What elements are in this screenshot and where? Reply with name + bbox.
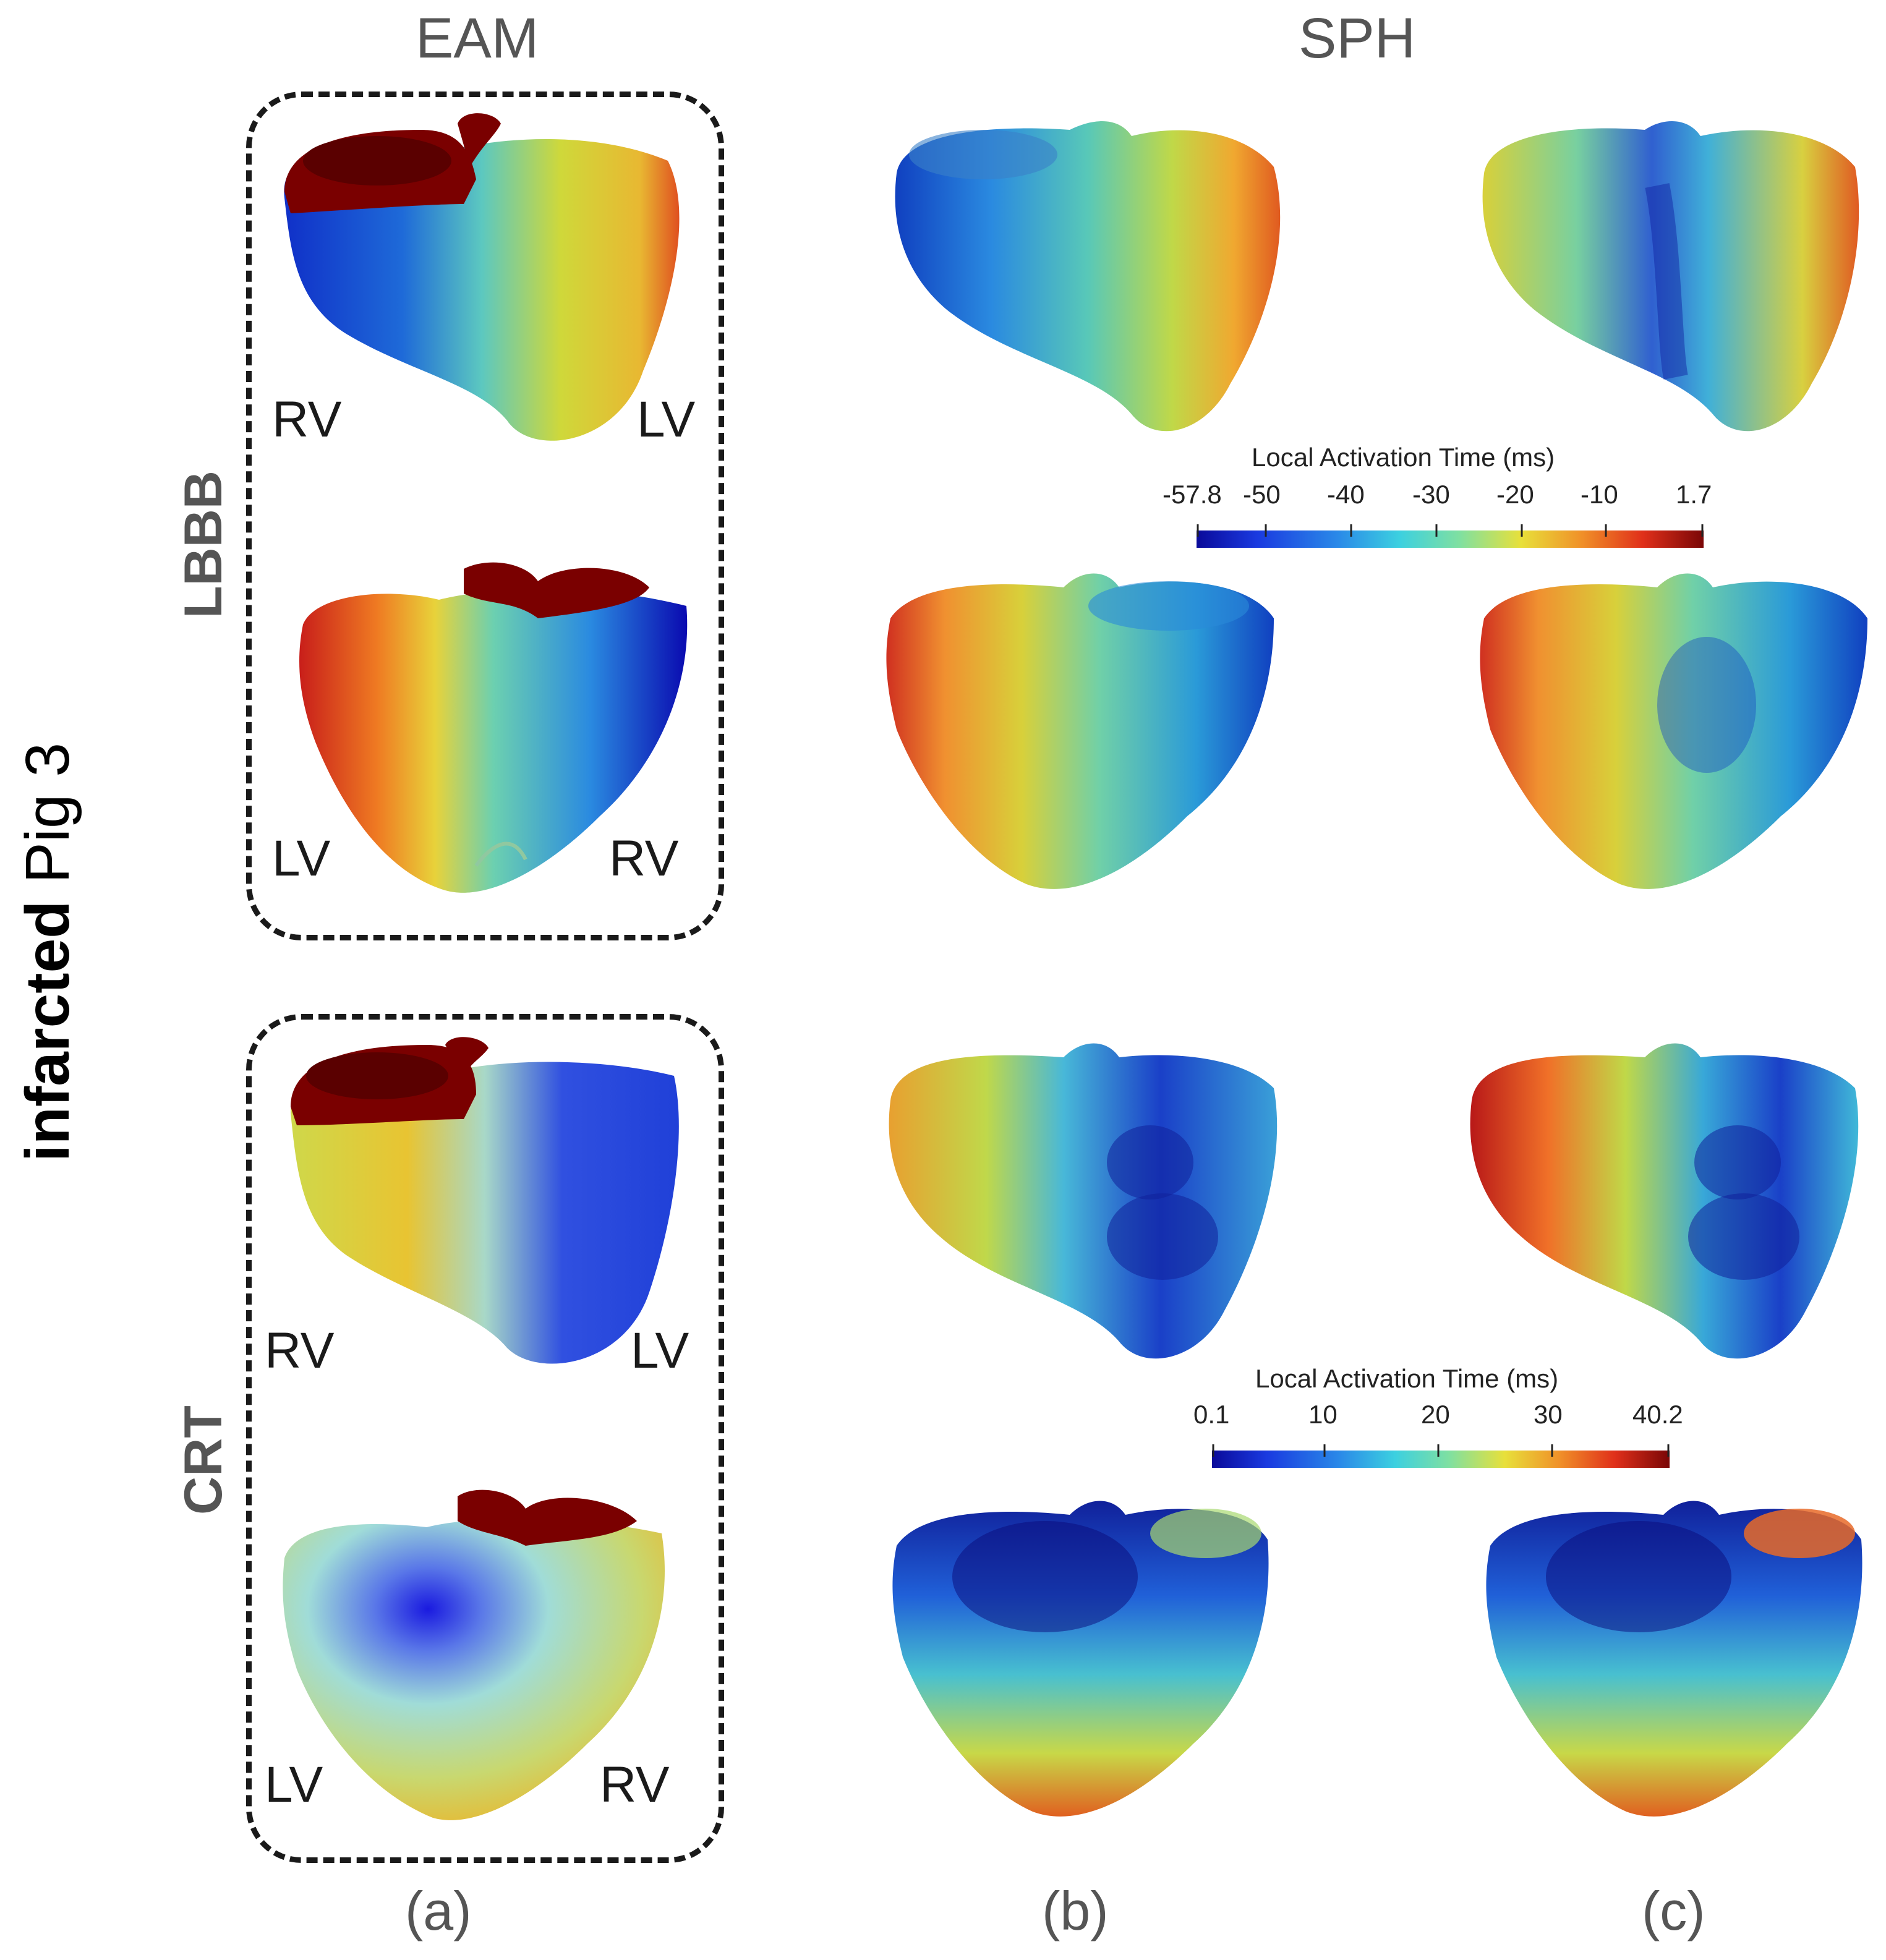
lbbb-bottom-left-chamber: LV bbox=[272, 830, 331, 887]
crt-tick-4: 40.2 bbox=[1632, 1400, 1683, 1429]
eam-lbbb-posterior-map bbox=[299, 562, 688, 893]
subject-label: infarcted Pig 3 bbox=[12, 736, 87, 1169]
crt-colorbar-ticks: 0.1 10 20 30 40.2 bbox=[1187, 1400, 1707, 1437]
eam-column-title: EAM bbox=[416, 7, 539, 70]
crt-bottom-right-chamber: RV bbox=[600, 1757, 670, 1813]
crt-colorbar-title: Local Activation Time (ms) bbox=[1255, 1364, 1559, 1393]
eam-crt-posterior-map bbox=[283, 1489, 665, 1820]
crt-colorbar bbox=[1212, 1444, 1670, 1468]
sph-b-crt-anterior-map bbox=[889, 1043, 1278, 1359]
lbbb-bottom-right-chamber: RV bbox=[609, 830, 679, 887]
lbbb-colorbar-title: Local Activation Time (ms) bbox=[1252, 443, 1555, 472]
sph-c-crt-anterior-map bbox=[1470, 1043, 1859, 1359]
sph-b-crt-posterior-map bbox=[892, 1501, 1269, 1817]
crt-bottom-left-chamber: LV bbox=[265, 1757, 323, 1813]
lbbb-tick-0: -57.8 bbox=[1163, 480, 1222, 509]
eam-crt-frame bbox=[246, 1014, 724, 1863]
crt-tick-1: 10 bbox=[1308, 1400, 1338, 1429]
sph-c-lbbb-posterior-map bbox=[1480, 573, 1867, 889]
row-label-lbbb: LBBB bbox=[174, 471, 233, 618]
sph-c-lbbb-anterior-map bbox=[1482, 121, 1859, 432]
lbbb-colorbar bbox=[1197, 524, 1704, 548]
sph-column-title: SPH bbox=[1299, 7, 1416, 70]
sph-b-lbbb-posterior-map bbox=[886, 573, 1274, 889]
lbbb-tick-4: -20 bbox=[1496, 480, 1534, 509]
lbbb-tick-2: -40 bbox=[1327, 480, 1365, 509]
lbbb-tick-3: -30 bbox=[1412, 480, 1450, 509]
panel-label-c: (c) bbox=[1642, 1880, 1705, 1941]
sph-b-lbbb-anterior-map bbox=[895, 121, 1281, 432]
eam-lbbb-frame bbox=[246, 92, 724, 940]
lbbb-top-left-chamber: RV bbox=[272, 391, 342, 448]
sph-c-crt-posterior-map bbox=[1486, 1501, 1863, 1817]
crt-tick-2: 20 bbox=[1421, 1400, 1450, 1429]
crt-tick-0: 0.1 bbox=[1193, 1400, 1230, 1429]
panel-label-a: (a) bbox=[405, 1880, 472, 1941]
lbbb-top-right-chamber: LV bbox=[637, 391, 696, 448]
eam-crt-anterior-map bbox=[291, 1037, 679, 1364]
eam-lbbb-anterior-map bbox=[284, 113, 680, 441]
crt-top-left-chamber: RV bbox=[265, 1323, 335, 1379]
lbbb-tick-5: -10 bbox=[1581, 480, 1618, 509]
subject-label-bold: infarcted bbox=[13, 900, 82, 1162]
lbbb-colorbar-ticks: -57.8 -50 -40 -30 -20 -10 1.7 bbox=[1163, 480, 1719, 517]
crt-tick-3: 30 bbox=[1534, 1400, 1563, 1429]
row-label-crt: CRT bbox=[174, 1405, 233, 1515]
lbbb-tick-1: -50 bbox=[1243, 480, 1281, 509]
crt-top-right-chamber: LV bbox=[631, 1323, 689, 1379]
subject-label-normal: Pig 3 bbox=[13, 742, 82, 884]
lbbb-tick-6: 1.7 bbox=[1676, 480, 1712, 509]
panel-label-b: (b) bbox=[1042, 1880, 1109, 1941]
